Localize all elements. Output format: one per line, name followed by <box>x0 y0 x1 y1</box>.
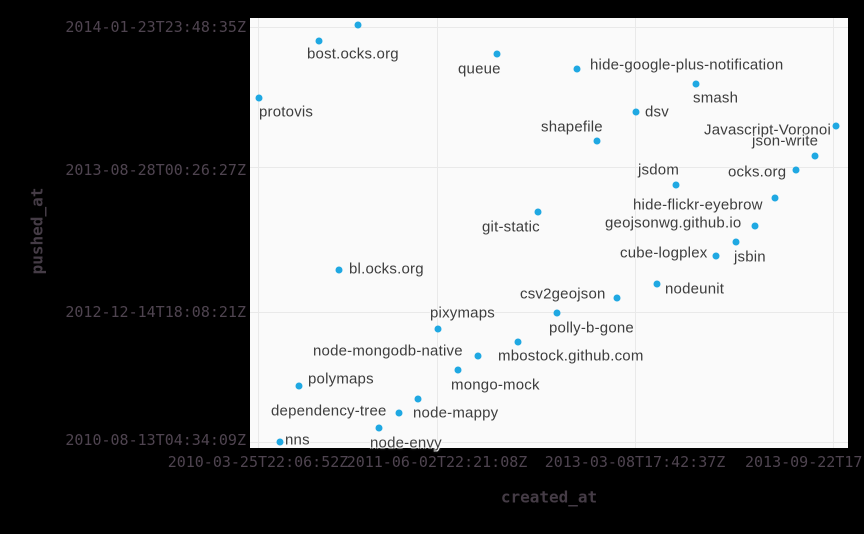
x-tick-label-3: 2013-09-22T17 <box>745 453 863 471</box>
gridline-x-2 <box>635 18 636 448</box>
y-axis-title: pushed_at <box>27 187 47 275</box>
gridline-x-3 <box>833 18 834 448</box>
x-tick-label-0: 2010-03-25T22:06:52Z <box>167 453 349 471</box>
gridline-y-2 <box>250 312 848 313</box>
y-tick-label-2: 2012-12-14T18:08:21Z <box>65 303 246 321</box>
x-tick-label-1: 2011-06-02T22:21:08Z <box>346 453 528 471</box>
y-tick-label-0: 2014-01-23T23:48:35Z <box>65 18 246 36</box>
y-tick-label-3: 2010-08-13T04:34:09Z <box>65 431 246 449</box>
plot-panel <box>250 18 848 448</box>
x-axis-title: created_at <box>500 487 598 507</box>
y-tick-label-1: 2013-08-28T00:26:27Z <box>65 161 246 179</box>
gridline-x-0 <box>258 18 259 448</box>
gridline-y-3 <box>250 442 848 443</box>
gridline-y-0 <box>250 27 848 28</box>
gridline-y-1 <box>250 167 848 168</box>
x-tick-label-2: 2013-03-08T17:42:37Z <box>544 453 726 471</box>
gridline-x-1 <box>437 18 438 448</box>
